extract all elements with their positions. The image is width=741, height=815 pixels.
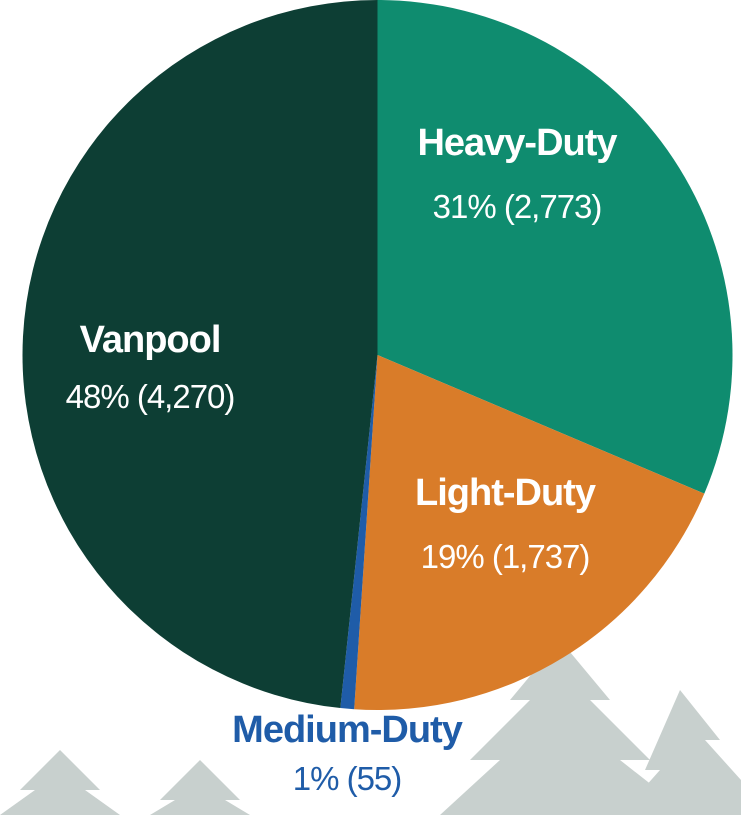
slice-value-label: 1% (55) — [293, 760, 402, 797]
pie-slice — [354, 355, 705, 710]
pie-slice — [340, 355, 378, 710]
slice-value-label: 31% (2,773) — [433, 188, 602, 225]
tree — [620, 690, 741, 815]
background-trees — [0, 640, 741, 815]
tree — [0, 750, 120, 815]
slice-label: Light-Duty — [415, 472, 596, 514]
slice-label: Medium-Duty — [232, 709, 463, 751]
slice-value-label: 19% (1,737) — [421, 538, 590, 575]
pie-slice — [22, 0, 378, 709]
slice-value-label: 48% (4,270) — [66, 378, 235, 415]
tree — [440, 640, 690, 815]
pie-slice — [377, 0, 733, 494]
slice-label: Vanpool — [80, 319, 221, 361]
labels: Heavy-Duty 31% (2,773) Light-Duty 19% (1,73… — [66, 122, 619, 797]
pie — [22, 0, 733, 710]
slice-label: Heavy-Duty — [417, 122, 617, 164]
tree — [150, 760, 250, 815]
